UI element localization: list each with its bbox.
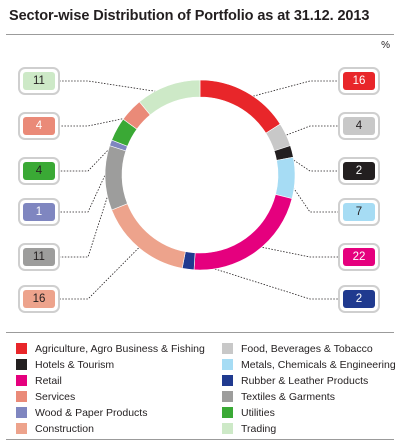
value-label-wood-and-paper-products: 1 <box>18 198 60 226</box>
donut-chart <box>60 79 338 300</box>
value-text: 16 <box>343 72 375 90</box>
value-label-retail: 22 <box>338 243 380 271</box>
connector-metals-chemicals-and-engineering <box>286 177 338 213</box>
connector-utilities <box>60 133 125 172</box>
value-label-metals-chemicals-and-engineering: 7 <box>338 198 380 226</box>
value-label-rubber-and-leather-products: 2 <box>338 285 380 313</box>
connector-trading <box>60 80 171 94</box>
legend-swatch <box>16 423 27 434</box>
legend-swatch <box>222 423 233 434</box>
slice-construction <box>111 203 186 269</box>
value-text: 4 <box>23 117 55 135</box>
value-text: 4 <box>23 162 55 180</box>
legend-label: Trading <box>241 422 277 435</box>
legend-item-utilities: Utilities <box>222 406 275 419</box>
legend-item-trading: Trading <box>222 422 276 435</box>
legend-swatch <box>16 391 27 402</box>
legend-swatch <box>222 375 233 386</box>
legend-swatch <box>16 375 27 386</box>
value-label-trading: 11 <box>18 67 60 95</box>
legend-swatch <box>16 343 27 354</box>
chart-title: Sector-wise Distribution of Portfolio as… <box>9 8 370 24</box>
legend-label: Construction <box>35 422 94 435</box>
value-text: 1 <box>23 203 55 221</box>
legend-label: Hotels & Tourism <box>35 358 115 371</box>
chart-frame <box>6 34 394 327</box>
legend-label: Rubber & Leather Products <box>241 374 369 387</box>
value-label-textiles-and-garments: 11 <box>18 243 60 271</box>
value-text: 7 <box>343 203 375 221</box>
connector-food-beverages-and-tobacco <box>278 125 338 139</box>
donut-slices <box>104 79 296 271</box>
value-label-hotels-and-tourism: 2 <box>338 157 380 185</box>
legend-item-food-beverages-and-tobacco: Food, Beverages & Tobacco <box>222 342 373 355</box>
legend-swatch <box>222 407 233 418</box>
legend-swatch <box>222 359 233 370</box>
legend-swatch <box>222 391 233 402</box>
legend-item-construction: Construction <box>16 422 94 435</box>
chart-legend: Agriculture, Agro Business & Fishing Food… <box>6 332 396 440</box>
legend-label: Food, Beverages & Tobacco <box>241 342 373 355</box>
legend-item-rubber-and-leather-products: Rubber & Leather Products <box>222 374 368 387</box>
legend-item-metals-chemicals-and-engineering: Metals, Chemicals & Engineering <box>222 358 396 371</box>
value-label-utilities: 4 <box>18 157 60 185</box>
value-text: 4 <box>343 117 375 135</box>
value-label-agriculture-agro-business-and-fishing: 16 <box>338 67 380 95</box>
legend-item-services: Services <box>16 390 75 403</box>
legend-label: Wood & Paper Products <box>35 406 148 419</box>
unit-label: % <box>381 40 390 51</box>
legend-item-wood-and-paper-products: Wood & Paper Products <box>16 406 147 419</box>
slice-trading <box>139 79 201 116</box>
legend-swatch <box>222 343 233 354</box>
legend-item-retail: Retail <box>16 374 62 387</box>
slice-retail <box>193 194 293 271</box>
legend-label: Retail <box>35 374 62 387</box>
connector-agriculture-agro-business-and-fishing <box>241 80 338 100</box>
value-label-construction: 16 <box>18 285 60 313</box>
legend-label: Utilities <box>241 406 275 419</box>
legend-label: Textiles & Garments <box>241 390 335 403</box>
value-text: 22 <box>343 248 375 266</box>
connector-construction <box>60 241 146 300</box>
connector-textiles-and-garments <box>60 177 114 258</box>
legend-label: Services <box>35 390 76 403</box>
value-label-food-beverages-and-tobacco: 4 <box>338 112 380 140</box>
value-text: 16 <box>23 290 55 308</box>
legend-swatch <box>16 359 27 370</box>
value-text: 11 <box>23 248 55 266</box>
connector-rubber-and-leather-products <box>189 260 338 300</box>
slice-metals-chemicals-and-engineering <box>275 156 296 199</box>
legend-swatch <box>16 407 27 418</box>
connector-retail <box>250 244 338 258</box>
value-text: 2 <box>343 290 375 308</box>
legend-item-hotels-and-tourism: Hotels & Tourism <box>16 358 114 371</box>
legend-label: Agriculture, Agro Business & Fishing <box>35 342 205 355</box>
value-label-services: 4 <box>18 112 60 140</box>
slice-textiles-and-garments <box>104 145 128 211</box>
legend-item-textiles-and-garments: Textiles & Garments <box>222 390 335 403</box>
legend-item-agriculture-agro-business-and-fishing: Agriculture, Agro Business & Fishing <box>16 342 205 355</box>
legend-label: Metals, Chemicals & Engineering <box>241 358 396 371</box>
value-text: 11 <box>23 72 55 90</box>
value-text: 2 <box>343 162 375 180</box>
slice-agriculture-agro-business-and-fishing <box>199 79 281 134</box>
